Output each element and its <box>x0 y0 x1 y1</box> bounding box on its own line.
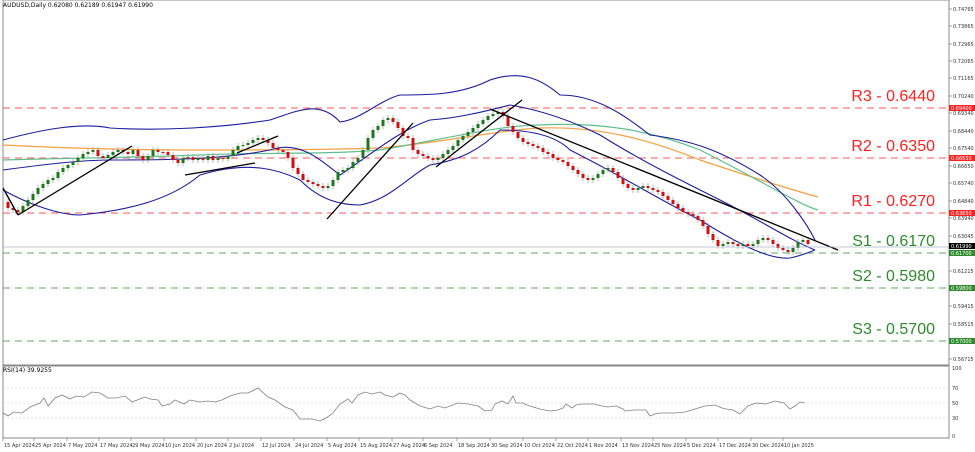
svg-text:0.70240: 0.70240 <box>953 94 974 100</box>
svg-text:0.71165: 0.71165 <box>953 76 974 82</box>
svg-text:27 Aug 2024: 27 Aug 2024 <box>393 443 425 449</box>
svg-text:0.74765: 0.74765 <box>953 7 974 13</box>
svg-text:70: 70 <box>952 386 958 392</box>
svg-text:30: 30 <box>952 416 958 422</box>
bollinger-upper <box>2 75 816 241</box>
svg-text:50: 50 <box>952 401 958 407</box>
svg-text:1 Nov 2024: 1 Nov 2024 <box>589 443 618 449</box>
svg-text:13 Nov 2024: 13 Nov 2024 <box>622 443 654 449</box>
svg-text:0.63940: 0.63940 <box>953 216 974 222</box>
moving-average-fast <box>2 123 819 211</box>
rsi-line <box>2 387 806 422</box>
current-price-tag <box>949 243 975 249</box>
bollinger-lower <box>2 129 816 259</box>
svg-text:2 Jul 2024: 2 Jul 2024 <box>229 443 254 449</box>
svg-text:7 May 2024: 7 May 2024 <box>68 443 97 449</box>
rsi-panel-frame <box>2 365 950 439</box>
svg-text:10 Jan 2025: 10 Jan 2025 <box>784 443 814 449</box>
svg-text:22 Oct 2024: 22 Oct 2024 <box>557 443 588 449</box>
rsi-levels <box>3 387 949 419</box>
svg-text:5 Aug 2024: 5 Aug 2024 <box>328 443 357 449</box>
time-axis: 15 Apr 2024 25 Apr 2024 7 May 2024 17 May 2… <box>2 438 814 449</box>
svg-text:15 Apr 2024: 15 Apr 2024 <box>4 443 35 449</box>
svg-text:0.66650: 0.66650 <box>951 156 972 162</box>
trendlines <box>2 99 839 251</box>
svg-text:0.59800: 0.59800 <box>951 286 972 292</box>
svg-text:S1 - 0.6170: S1 - 0.6170 <box>852 233 935 250</box>
svg-text:18 Sep 2024: 18 Sep 2024 <box>458 443 490 449</box>
support-resistance-levels: R3 - 0.6440 0.69400 R2 - 0.6350 0.66650 R1 -… <box>3 88 975 345</box>
svg-text:0.68440: 0.68440 <box>953 129 974 135</box>
main-chart-frame <box>2 0 950 366</box>
svg-text:0.73865: 0.73865 <box>953 24 974 30</box>
svg-text:0.57000: 0.57000 <box>951 339 972 345</box>
svg-text:10 Oct 2024: 10 Oct 2024 <box>524 443 555 449</box>
svg-text:0.64840: 0.64840 <box>953 199 974 205</box>
svg-text:29 May 2024: 29 May 2024 <box>132 443 165 449</box>
svg-text:S2 - 0.5980: S2 - 0.5980 <box>852 268 935 285</box>
svg-text:5 Dec 2024: 5 Dec 2024 <box>687 443 716 449</box>
svg-text:R1 - 0.6270: R1 - 0.6270 <box>851 193 935 210</box>
svg-text:0.63045: 0.63045 <box>953 234 974 240</box>
bollinger-middle <box>2 104 816 251</box>
moving-average-slow <box>2 127 819 198</box>
chart-title: AUDUSD,Daily 0.62080 0.62189 0.61947 0.6… <box>3 2 153 9</box>
svg-text:0.65740: 0.65740 <box>953 181 974 187</box>
svg-text:24 Jul 2024: 24 Jul 2024 <box>295 443 323 449</box>
svg-text:25 Nov 2024: 25 Nov 2024 <box>654 443 686 449</box>
svg-text:R3 - 0.6440: R3 - 0.6440 <box>851 88 935 105</box>
rsi-title: RSI(14) 39.9255 <box>3 367 52 374</box>
svg-text:0.61700: 0.61700 <box>951 251 972 257</box>
svg-text:0.72965: 0.72965 <box>953 42 974 48</box>
svg-text:25 Apr 2024: 25 Apr 2024 <box>35 443 66 449</box>
svg-text:S3 - 0.5700: S3 - 0.5700 <box>852 321 935 338</box>
svg-text:17 Dec 2024: 17 Dec 2024 <box>719 443 751 449</box>
svg-text:17 May 2024: 17 May 2024 <box>100 443 133 449</box>
svg-text:30 Dec 2024: 30 Dec 2024 <box>752 443 784 449</box>
svg-text:100: 100 <box>952 366 962 372</box>
svg-text:20 Jun 2024: 20 Jun 2024 <box>197 443 227 449</box>
svg-text:0.66650: 0.66650 <box>953 164 974 170</box>
svg-text:0.72065: 0.72065 <box>953 59 974 65</box>
svg-text:0.58515: 0.58515 <box>953 322 974 328</box>
svg-text:10 Jun 2024: 10 Jun 2024 <box>165 443 195 449</box>
svg-text:0.69400: 0.69400 <box>951 106 972 112</box>
svg-text:0.67540: 0.67540 <box>953 146 974 152</box>
svg-text:30 Sep 2024: 30 Sep 2024 <box>491 443 523 449</box>
rsi-axis: 100 70 50 30 0 <box>952 366 962 440</box>
svg-text:0.59415: 0.59415 <box>953 304 974 310</box>
svg-text:15 Aug 2024: 15 Aug 2024 <box>360 443 392 449</box>
svg-text:0.61215: 0.61215 <box>953 269 974 275</box>
candlesticks <box>6 109 810 255</box>
price-axis: 0.74765 0.73865 0.72965 0.72065 0.71165 0.702… <box>949 7 974 363</box>
svg-text:0.63650: 0.63650 <box>951 211 972 217</box>
svg-text:0.69340: 0.69340 <box>953 111 974 117</box>
svg-text:0.61990: 0.61990 <box>951 244 972 250</box>
svg-text:0: 0 <box>952 434 955 440</box>
svg-text:0.56715: 0.56715 <box>953 357 974 363</box>
svg-text:6 Sep 2024: 6 Sep 2024 <box>424 443 453 449</box>
svg-text:12 Jul 2024: 12 Jul 2024 <box>262 443 290 449</box>
svg-text:R2 - 0.6350: R2 - 0.6350 <box>851 138 935 155</box>
